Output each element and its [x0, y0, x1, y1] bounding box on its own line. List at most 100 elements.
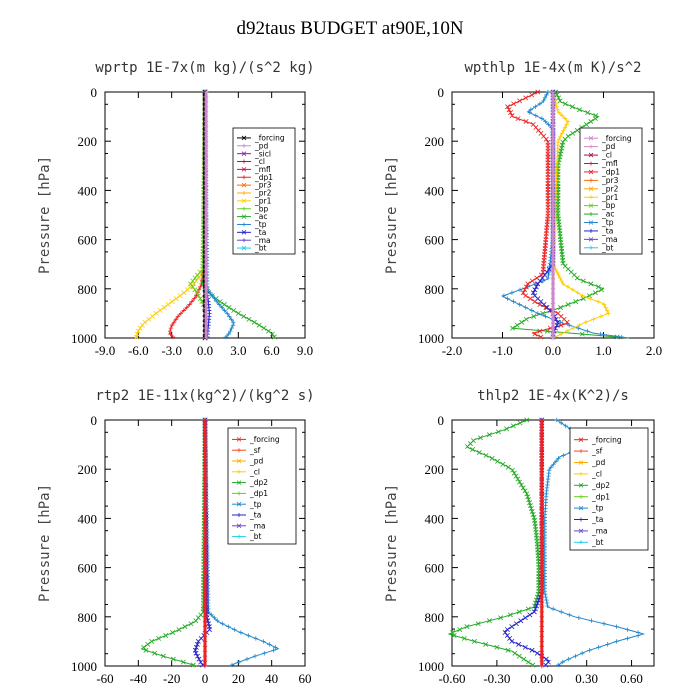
x-tick-label: -20 — [163, 671, 180, 686]
legend-marker — [588, 220, 594, 225]
legend-marker — [242, 159, 246, 164]
legend-marker — [236, 480, 242, 485]
x-tick-label: -3.0 — [161, 343, 182, 358]
legend-marker — [589, 144, 593, 149]
legend-marker — [589, 178, 593, 183]
legend-label: _ma — [249, 521, 266, 530]
y-tick-label: 800 — [425, 282, 445, 297]
series-line-ac — [511, 91, 629, 339]
legend-marker — [589, 212, 593, 217]
y-tick-label: 600 — [425, 233, 445, 248]
legend-label: _dp2 — [249, 478, 268, 487]
legend-label: _pd — [601, 142, 616, 151]
legend-marker — [588, 237, 594, 242]
legend-label: _ac — [601, 210, 614, 219]
y-tick-label: 400 — [425, 183, 445, 198]
x-tick-label: 20 — [232, 671, 245, 686]
x-tick-label: -1.0 — [492, 343, 513, 358]
legend-marker — [579, 471, 583, 476]
y-axis-label: Pressure [hPa] — [384, 156, 400, 274]
legend-marker — [237, 491, 241, 496]
legend-marker — [242, 238, 246, 243]
legend-label: _bt — [591, 538, 604, 547]
series-line-dp2 — [140, 419, 206, 667]
series-markers-forcing — [202, 417, 208, 669]
series-markers-ta — [502, 417, 551, 668]
legend-label: _bt — [601, 243, 614, 252]
y-tick-label: 0 — [438, 85, 445, 100]
x-tick-label: 60 — [299, 671, 312, 686]
y-axis-label: Pressure [hPa] — [37, 484, 53, 602]
legend-label: _dp2 — [591, 481, 610, 490]
legend: _forcing _sf _pd_cl _dp2 _dp1 _tp _ta_ma _bt — [227, 427, 297, 545]
y-tick-label: 200 — [78, 462, 98, 477]
y-tick-label: 800 — [425, 610, 445, 625]
legend-marker — [237, 469, 241, 474]
legend-marker — [578, 505, 584, 511]
legend-marker — [242, 191, 246, 195]
y-axis-label: Pressure [hPa] — [384, 484, 400, 602]
legend-marker — [589, 245, 593, 250]
chart-panel-4: thlp2 1E-4x(K^2)/s Pressure [hPa] 0 200 400 6… — [384, 388, 655, 686]
x-tick-label: -9.0 — [95, 343, 116, 358]
x-tick-label: 0.00 — [530, 671, 553, 686]
legend-label: _pr3 — [254, 181, 272, 190]
x-tick-label: 0 — [202, 671, 209, 686]
legend-label: _pr2 — [601, 184, 619, 193]
legend-label: _forcing — [591, 435, 622, 444]
y-tick-label: 400 — [78, 183, 98, 198]
x-tick-label: 0.0 — [197, 343, 213, 358]
y-tick-label: 400 — [78, 511, 98, 526]
legend-marker — [241, 135, 247, 141]
y-tick-label: 800 — [78, 610, 98, 625]
legend-label: _sf — [249, 446, 261, 455]
legend-label: _cl — [249, 467, 260, 476]
x-tick-label: -40 — [130, 671, 147, 686]
y-tick-label: 1000 — [418, 331, 444, 346]
plot-frame — [451, 419, 655, 667]
series-markers-forcing — [539, 417, 544, 669]
legend-label: _dp1 — [249, 489, 268, 498]
legend-marker — [241, 167, 247, 172]
legend-box — [579, 127, 643, 255]
x-tick-label: 0.60 — [620, 671, 643, 686]
legend-marker — [242, 143, 246, 148]
y-tick-label: 600 — [78, 561, 98, 576]
legend-label: _pd — [249, 457, 264, 466]
x-tick-label: 6.0 — [264, 343, 280, 358]
legend-label: _ta — [254, 228, 266, 237]
y-tick-label: 1000 — [71, 659, 97, 674]
y-tick-label: 0 — [438, 413, 445, 428]
chart-panel-3: rtp2 1E-11x(kg^2)/(kg^2 s) Pressure [hPa]… — [37, 388, 315, 686]
legend-label: _ma — [601, 235, 618, 244]
legend-label: _pr1 — [254, 196, 272, 205]
x-tick-label: -2.0 — [442, 343, 463, 358]
legend-marker — [579, 517, 583, 522]
x-tick-label: -60 — [96, 671, 113, 686]
legend-label: _pr1 — [601, 193, 619, 202]
legend-label: _cl — [601, 151, 612, 160]
legend-marker — [578, 528, 584, 534]
series-markers-dp2 — [141, 417, 208, 668]
legend-label: _sicl — [254, 149, 271, 158]
chart-title: thlp2 1E-4x(K^2)/s — [477, 388, 629, 404]
x-tick-label: 0.30 — [575, 671, 598, 686]
y-tick-label: 0 — [91, 85, 98, 100]
legend-marker — [241, 151, 247, 156]
series-markers-dp2 — [450, 417, 542, 668]
legend-marker — [578, 483, 584, 488]
legend-marker — [579, 540, 583, 545]
x-tick-label: -6.0 — [128, 343, 149, 358]
y-tick-label: 1000 — [71, 331, 97, 346]
legend-label: _ma — [591, 527, 608, 536]
legend-marker — [236, 501, 242, 507]
chart-title: wpthlp 1E-4x(m K)/s^2 — [464, 60, 641, 76]
legend-label: _forcing — [249, 435, 280, 444]
series-markers-pd — [203, 89, 209, 341]
legend-label: _tp — [254, 220, 267, 229]
legend-label: _pd — [254, 141, 269, 150]
legend-marker — [236, 458, 242, 464]
legend-label: _pd — [591, 458, 606, 467]
legend-marker — [588, 152, 594, 158]
